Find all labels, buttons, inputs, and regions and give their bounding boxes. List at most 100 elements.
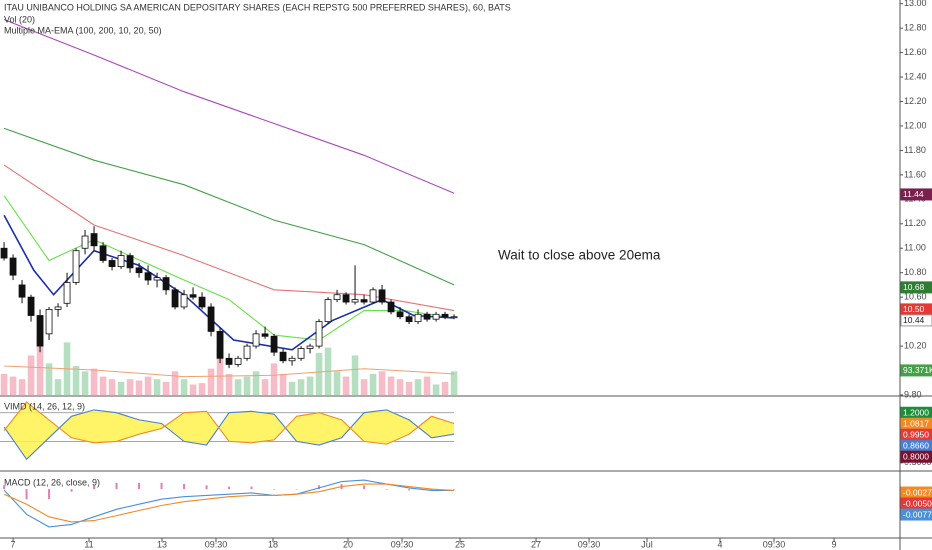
candle-body xyxy=(297,348,305,359)
y-tick-label: 13.00 xyxy=(904,0,927,8)
price-tag-label: 0.9950 xyxy=(903,429,929,439)
candle-body xyxy=(90,233,98,247)
price-tag-label: 10.50 xyxy=(903,304,925,314)
candle-body xyxy=(270,335,278,353)
x-tick-label: 7 xyxy=(11,539,16,549)
x-tick-label: 18 xyxy=(268,539,278,549)
candle-body xyxy=(198,296,206,308)
histogram-bar xyxy=(318,485,321,490)
volume-ma-line xyxy=(4,365,455,378)
volume-bar xyxy=(405,381,413,395)
x-tick-label: Jul xyxy=(641,539,653,549)
volume-bar xyxy=(90,368,98,395)
volume-bar xyxy=(207,368,215,395)
candle-body xyxy=(171,289,179,308)
candle-body xyxy=(450,316,458,319)
volume-bar xyxy=(18,379,26,395)
price-tag-label: -0.0027 xyxy=(903,487,932,497)
candle-body xyxy=(414,313,422,323)
candle-body xyxy=(144,272,152,281)
volume-bar xyxy=(54,379,62,395)
ma-line xyxy=(3,19,455,194)
candle-body xyxy=(423,313,431,320)
candle-body xyxy=(81,235,89,249)
candle-body xyxy=(0,247,8,259)
volume-label: Vol (20) xyxy=(4,14,35,24)
price-tag-label: 11.44 xyxy=(903,189,924,199)
candle-body xyxy=(243,345,251,359)
candle-body xyxy=(36,315,44,347)
volume-bar xyxy=(180,379,188,395)
candle-body xyxy=(306,345,314,349)
ma-line xyxy=(3,195,455,341)
volume-bar xyxy=(288,381,296,395)
x-tick-label: 9 xyxy=(832,539,837,549)
volume-bar xyxy=(261,379,269,395)
y-tick-label: 12.00 xyxy=(904,120,927,130)
histogram-bar xyxy=(93,485,96,490)
volume-bar xyxy=(27,355,35,395)
volume-bar xyxy=(9,376,17,395)
volume-bar xyxy=(225,373,233,395)
y-tick-label: 12.60 xyxy=(904,47,927,57)
y-tick-label: 12.20 xyxy=(904,96,927,106)
price-tag xyxy=(900,188,932,201)
x-tick-label: 25 xyxy=(455,539,465,549)
volume-bar xyxy=(162,381,170,395)
x-tick-label: 20 xyxy=(343,539,353,549)
volume-bar xyxy=(126,379,134,395)
candle-body xyxy=(99,245,107,261)
histogram-bar xyxy=(183,484,186,490)
candle-body xyxy=(9,257,17,276)
indicator-line xyxy=(3,409,455,461)
x-tick-label: 09:30 xyxy=(391,539,414,549)
candle-body xyxy=(216,331,224,359)
y-tick-label: 9.80 xyxy=(904,389,922,399)
candle-body xyxy=(72,250,80,283)
volume-bar xyxy=(171,371,179,395)
volume-bar xyxy=(387,376,395,395)
candle-body xyxy=(117,255,125,267)
y-tick-label: 11.60 xyxy=(904,169,926,179)
volume-bar xyxy=(216,347,224,395)
volume-bar xyxy=(108,379,116,395)
y-tick-label: 11.80 xyxy=(904,145,926,155)
panel-title: MACD (12, 26, close, 9) xyxy=(4,477,100,487)
price-tag-label: -0.0050 xyxy=(903,498,932,508)
candle-body xyxy=(333,294,341,301)
volume-bar xyxy=(243,376,251,395)
candle-body xyxy=(405,316,413,323)
candle-body xyxy=(360,299,368,303)
price-tag-label: -0.0077 xyxy=(903,509,932,519)
histogram-bar xyxy=(205,485,208,490)
volume-bar xyxy=(423,376,431,395)
volume-bar xyxy=(351,355,359,395)
candle-body xyxy=(342,294,350,303)
candle-body xyxy=(261,333,269,337)
volume-bar xyxy=(36,337,44,395)
volume-bar xyxy=(369,373,377,395)
volume-bar xyxy=(414,379,422,395)
candle-body xyxy=(234,357,242,365)
y-tick-label: 11.00 xyxy=(904,243,926,253)
volume-bar xyxy=(153,379,161,395)
volume-bar xyxy=(72,366,80,395)
histogram-bar xyxy=(363,485,366,490)
volume-bar xyxy=(297,379,305,395)
histogram-bar xyxy=(228,486,231,490)
volume-bar xyxy=(441,381,449,395)
x-tick-label: 13 xyxy=(157,539,167,549)
volume-bar xyxy=(279,373,287,395)
y-tick-label: 10.60 xyxy=(904,292,927,302)
candle-body xyxy=(189,294,197,298)
price-tag xyxy=(900,364,932,377)
panel-title: VIMD (14, 26, 12, 9) xyxy=(4,401,85,411)
volume-bar xyxy=(450,371,458,395)
candle-body xyxy=(54,306,62,310)
candle-body xyxy=(18,284,26,298)
plot xyxy=(0,19,458,528)
candle-body xyxy=(252,333,260,347)
y-tick-label: 10.80 xyxy=(904,267,927,277)
candle-body xyxy=(207,306,215,332)
candle-body xyxy=(324,299,332,323)
